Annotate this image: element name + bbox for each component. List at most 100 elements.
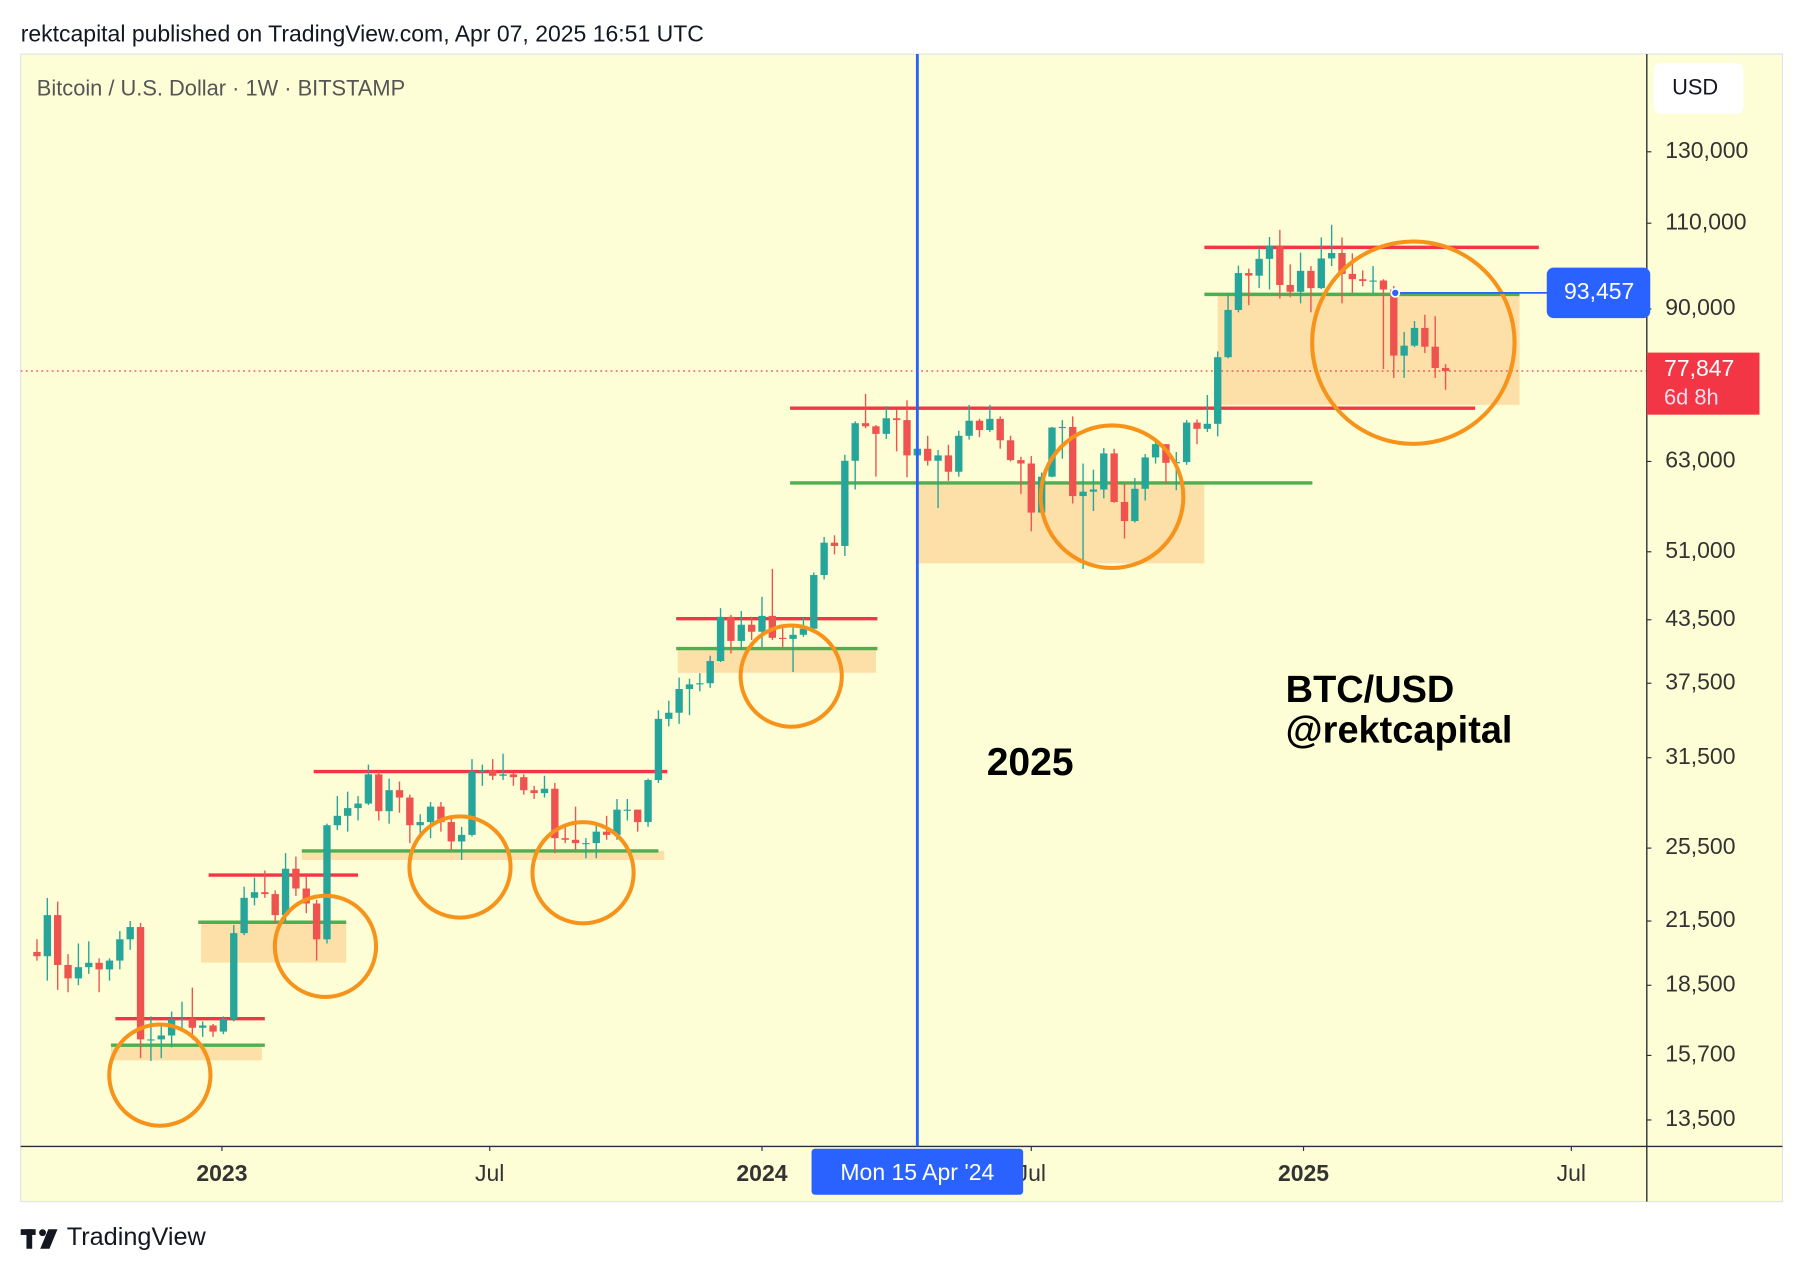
candle-body <box>54 915 62 965</box>
currency-button[interactable] <box>1653 63 1744 114</box>
candle-body <box>1410 327 1419 346</box>
candle-body <box>540 788 549 794</box>
candle-body <box>530 790 538 794</box>
candle-body <box>892 418 901 421</box>
candle-body <box>654 718 663 781</box>
highlight-circle <box>1038 423 1186 571</box>
symbol-legend: Bitcoin / U.S. Dollar · 1W · BITSTAMP <box>37 75 405 100</box>
currency-label[interactable]: USD <box>1672 74 1718 99</box>
candle-body <box>1369 280 1377 282</box>
y-tick-label: 13,500 <box>1665 1105 1735 1131</box>
candle-body <box>1120 501 1129 522</box>
candle-body <box>1214 357 1222 424</box>
candle-body <box>1027 463 1035 513</box>
y-tick-label: 130,000 <box>1665 137 1748 163</box>
candle-body <box>1379 280 1388 290</box>
candle-body <box>851 423 859 461</box>
highlight-circle <box>738 623 844 729</box>
last-price-badge <box>1646 352 1760 415</box>
candle-body <box>789 634 797 639</box>
candle-body <box>1359 279 1367 281</box>
candle-body <box>716 616 725 662</box>
y-tick-label: 25,500 <box>1665 833 1735 859</box>
candle-body <box>219 1018 228 1032</box>
candle-body <box>1286 284 1294 292</box>
candle-body <box>271 894 279 916</box>
candle-body <box>157 1035 165 1040</box>
candle-body <box>261 892 269 895</box>
candle-body <box>924 448 932 461</box>
candle-body <box>416 822 424 826</box>
candle-body <box>116 939 124 961</box>
candle-body <box>33 951 41 957</box>
candle-body <box>551 788 559 839</box>
highlight-circle <box>272 893 379 999</box>
candle-body <box>250 892 259 898</box>
candle-body <box>74 967 83 979</box>
candle-body <box>292 868 300 889</box>
marker-price-label: 93,457 <box>1564 278 1634 304</box>
candle-body <box>344 808 352 816</box>
candle-body <box>727 616 735 641</box>
candle-body <box>395 790 404 798</box>
annotation: 2025 <box>987 741 1074 784</box>
logo-part <box>39 1229 46 1237</box>
logo-part <box>40 1229 58 1249</box>
crosshair-label: Mon 15 Apr '24 <box>840 1159 994 1185</box>
candle-body <box>1079 491 1087 497</box>
zone <box>301 850 665 860</box>
candle-body <box>592 831 600 844</box>
candle-body <box>747 624 756 632</box>
candle-body <box>1110 453 1118 502</box>
candle-body <box>1348 273 1357 280</box>
candle-body <box>385 790 393 812</box>
y-tick-label: 37,500 <box>1665 668 1735 694</box>
candle-body <box>509 774 518 778</box>
candle-body <box>199 1025 207 1028</box>
candle-body <box>1089 489 1098 492</box>
candle-body <box>561 838 569 840</box>
y-tick-label: 63,000 <box>1665 447 1735 473</box>
candle-body <box>675 688 683 713</box>
annotation: BTC/USD <box>1286 669 1455 711</box>
y-tick-label: 110,000 <box>1665 208 1746 234</box>
candle-body <box>696 683 704 685</box>
candle-body <box>437 806 445 823</box>
candle-body <box>281 868 290 916</box>
candle-body <box>178 1018 186 1021</box>
candle-body <box>323 825 331 940</box>
x-tick-label: 2024 <box>736 1160 787 1186</box>
candle-body <box>841 460 849 546</box>
candle-body <box>602 831 611 835</box>
candle-body <box>1048 427 1056 477</box>
candle-body <box>1296 270 1305 292</box>
candle-body <box>613 809 621 835</box>
y-tick-label: 31,500 <box>1665 743 1735 769</box>
candle-body <box>1006 440 1015 461</box>
candle-body <box>209 1025 217 1032</box>
candle-body <box>1162 444 1170 463</box>
candle-body <box>240 897 248 934</box>
candle-body <box>1431 346 1439 368</box>
zone <box>110 1045 262 1061</box>
candle-body <box>457 834 466 842</box>
candle-body <box>375 774 383 812</box>
plot-area <box>20 224 1647 1061</box>
candle-body <box>955 435 963 472</box>
candle-body <box>706 661 714 684</box>
annotation: @rektcapital <box>1286 709 1513 751</box>
candle-body <box>1245 273 1253 276</box>
candle-body <box>489 770 497 776</box>
candle-body <box>1058 426 1067 429</box>
zone <box>917 482 1205 564</box>
candle-body <box>447 822 455 842</box>
candle-body <box>872 426 880 434</box>
candle-body <box>975 420 984 431</box>
candle-body <box>582 843 590 845</box>
candle-body <box>820 542 828 576</box>
zone <box>1217 294 1520 405</box>
brand-name: TradingView <box>67 1223 207 1251</box>
candle-body <box>1441 367 1450 371</box>
candle-body <box>685 684 694 689</box>
candle-body <box>571 839 580 844</box>
